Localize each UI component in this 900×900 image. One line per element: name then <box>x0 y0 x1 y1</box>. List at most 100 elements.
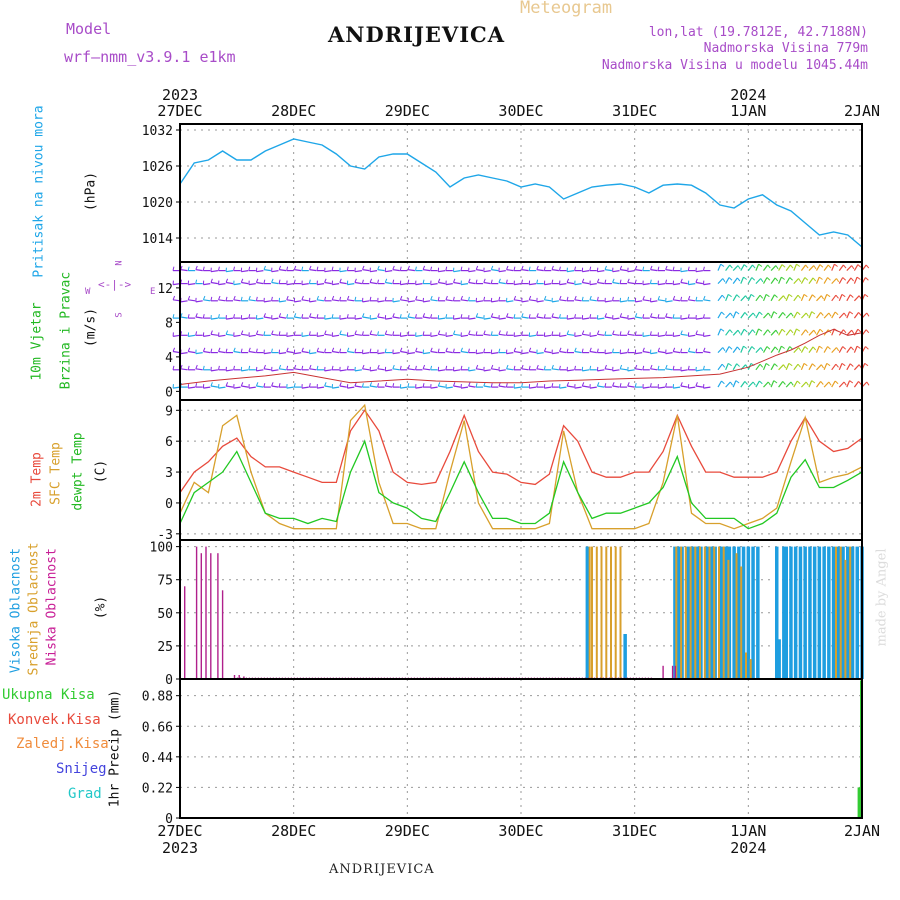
wind-barb <box>430 299 438 302</box>
wind-barb <box>808 265 815 272</box>
cloud-high-bar <box>687 546 691 679</box>
wind-barb <box>370 281 378 285</box>
wind-barb <box>423 352 431 355</box>
wind-barb <box>732 265 739 272</box>
wind-barb-tick <box>797 363 801 368</box>
wind-barb <box>498 333 506 336</box>
precip-total-bar <box>857 787 861 818</box>
cloud-mid-bar <box>689 546 692 679</box>
wind-barb-tick <box>202 365 205 370</box>
wind-barb <box>658 283 666 286</box>
wind-barb-tick <box>790 329 794 334</box>
wind-barb-tick <box>225 296 228 301</box>
wind-barb-tick <box>187 295 191 300</box>
wind-barb <box>582 369 590 372</box>
wind-barb <box>453 385 461 388</box>
wind-barb <box>324 333 332 336</box>
wind-barb <box>589 334 597 337</box>
wind-barb-tick <box>743 345 748 349</box>
wind-barb-tick <box>796 328 801 332</box>
wind-barb <box>279 269 287 272</box>
cloud-mid-bar <box>684 546 687 679</box>
cloud-mid-label: Srednja Oblacnost <box>26 542 42 676</box>
wind-barb <box>195 368 203 371</box>
wind-barb <box>620 316 628 319</box>
wind-barb-tick <box>589 295 592 300</box>
wind-barb-tick <box>415 347 418 352</box>
wind-barb-tick <box>551 265 554 270</box>
wind-barb-tick <box>782 312 786 316</box>
wind-barb-tick <box>445 266 448 271</box>
wind-barb <box>491 300 499 303</box>
wind-barb <box>597 333 605 336</box>
wind-barb-tick <box>642 295 645 300</box>
wind-barb-tick <box>642 365 645 370</box>
wind-barb-tick <box>483 278 486 283</box>
wind-barb-tick <box>407 364 410 369</box>
wind-barb <box>688 299 696 302</box>
wind-barb-tick <box>818 276 823 280</box>
wind-barb <box>597 317 605 320</box>
wind-barb <box>574 283 582 286</box>
wind-barb <box>317 283 325 286</box>
temp-dew-line <box>179 439 863 530</box>
wind-barb-tick <box>834 263 838 267</box>
wind-barb-tick <box>728 346 733 350</box>
cloud-low-bar <box>662 665 664 679</box>
wind-barb <box>483 270 491 273</box>
wind-barb-tick <box>339 296 342 301</box>
wind-barb <box>853 295 860 302</box>
cloud-high-bar <box>732 546 736 679</box>
wind-barb <box>665 300 673 303</box>
wind-barb-tick <box>774 277 779 282</box>
cloud-low-bar <box>221 590 224 679</box>
wind-barb-tick <box>790 264 794 269</box>
cloud-low-bar <box>200 553 202 679</box>
wind-barb <box>762 277 768 284</box>
wind-barb <box>188 350 196 354</box>
wind-barb <box>445 299 453 302</box>
year-bottom: 2023 <box>162 839 198 857</box>
model-label: Model <box>66 20 112 38</box>
wind-barb <box>301 334 309 337</box>
pressure-tick-label: 1032 <box>142 124 173 139</box>
wind-barb-tick <box>445 295 448 300</box>
wind-barb-tick <box>744 381 748 385</box>
wind-barb <box>604 316 612 319</box>
wind-barb <box>717 311 723 319</box>
wind-barb-tick <box>574 295 577 300</box>
wind-barb-tick <box>445 347 448 352</box>
wind-barb-tick <box>339 278 342 283</box>
wind-speed-line <box>179 328 863 385</box>
wind-barb-tick <box>752 381 756 386</box>
wind-barb <box>559 283 567 286</box>
wind-barb <box>347 299 355 302</box>
wind-barb <box>612 317 620 320</box>
temp-2m-label: 2m Temp <box>29 452 45 507</box>
wind-barb <box>853 312 860 319</box>
time-tick-top: 27DEC <box>157 102 202 120</box>
wind-barb-tick <box>521 265 524 270</box>
wind-barb <box>695 369 703 372</box>
wind-barb-tick <box>781 328 786 333</box>
wind-barb-tick <box>218 295 221 300</box>
wind-barb <box>658 334 666 337</box>
wind-barb-tick <box>788 293 793 298</box>
cloud-high-bar <box>751 546 755 679</box>
wind-barb <box>823 294 828 302</box>
wind-barb-tick <box>172 266 175 271</box>
wind-barb <box>853 381 860 388</box>
cloud-mid-bar <box>588 546 591 679</box>
wind-barb-tick <box>702 314 705 319</box>
cloud-mid-bar <box>699 546 701 679</box>
wind-barb-tick <box>187 266 190 271</box>
time-tick-top: 28DEC <box>271 102 316 120</box>
wind-barb-tick <box>483 348 486 353</box>
wind-barb <box>763 312 769 319</box>
wind-barb-tick <box>437 348 440 353</box>
wind-barb-tick <box>767 329 771 334</box>
wind-barb <box>445 283 453 286</box>
wind-barb <box>460 334 469 337</box>
wind-barb <box>309 368 317 371</box>
wind-barb <box>354 281 362 285</box>
